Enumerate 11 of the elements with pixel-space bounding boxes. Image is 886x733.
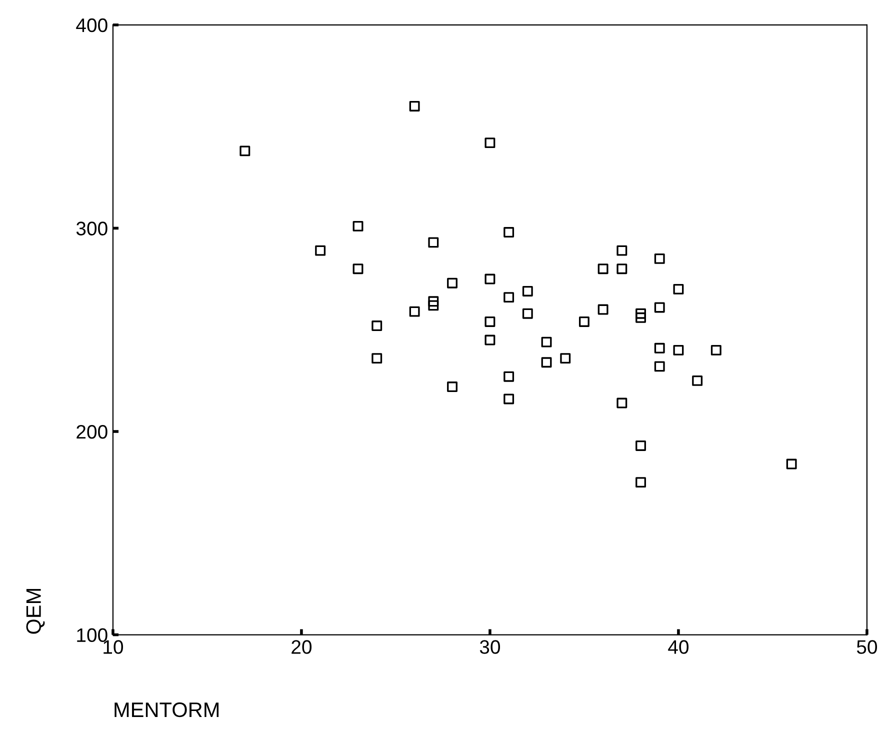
x-tick-label: 30 bbox=[480, 640, 500, 654]
x-tick-label: 40 bbox=[668, 640, 689, 654]
x-axis-title: MENTORM bbox=[114, 702, 219, 718]
y-tick-label: 300 bbox=[76, 222, 108, 236]
y-tick-label: 100 bbox=[77, 628, 108, 642]
x-tick-label: 20 bbox=[292, 640, 312, 654]
y-tick-label: 200 bbox=[76, 424, 108, 439]
y-tick-label: 400 bbox=[76, 18, 108, 32]
x-tick-label: 10 bbox=[104, 640, 124, 654]
x-tick-label: 50 bbox=[856, 640, 878, 654]
y-axis-title: QEM bbox=[26, 589, 45, 634]
